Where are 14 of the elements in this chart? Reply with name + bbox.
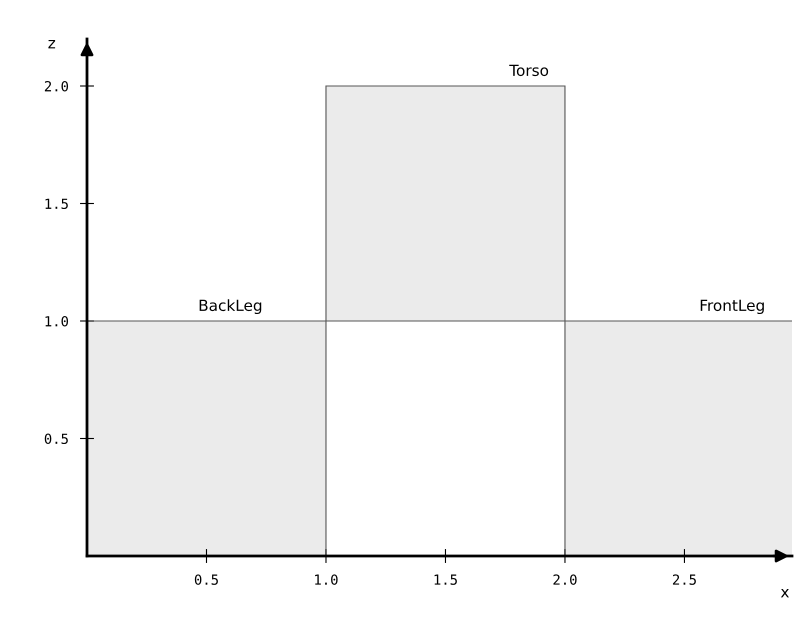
x-tick-label: 2.0: [553, 574, 577, 585]
annotation: BackLeg: [200, 299, 262, 314]
x-tick-label: 1.0: [315, 574, 338, 585]
y-tick-label: 2.0: [44, 81, 68, 92]
y-tick-label: 0.5: [44, 434, 68, 444]
y-tick-label: 1.5: [46, 198, 68, 210]
x-tick-label: 2.5: [672, 574, 696, 585]
y-axis-title: z: [48, 40, 56, 48]
annotation: Torso: [509, 64, 548, 76]
y-tick-label: 1.0: [46, 316, 68, 327]
x-tick-label: 1.5: [434, 574, 457, 585]
x-axis-title: x: [780, 589, 789, 598]
annotation: FrontLeg: [700, 300, 764, 314]
x-tick-label: 0.5: [194, 574, 218, 585]
